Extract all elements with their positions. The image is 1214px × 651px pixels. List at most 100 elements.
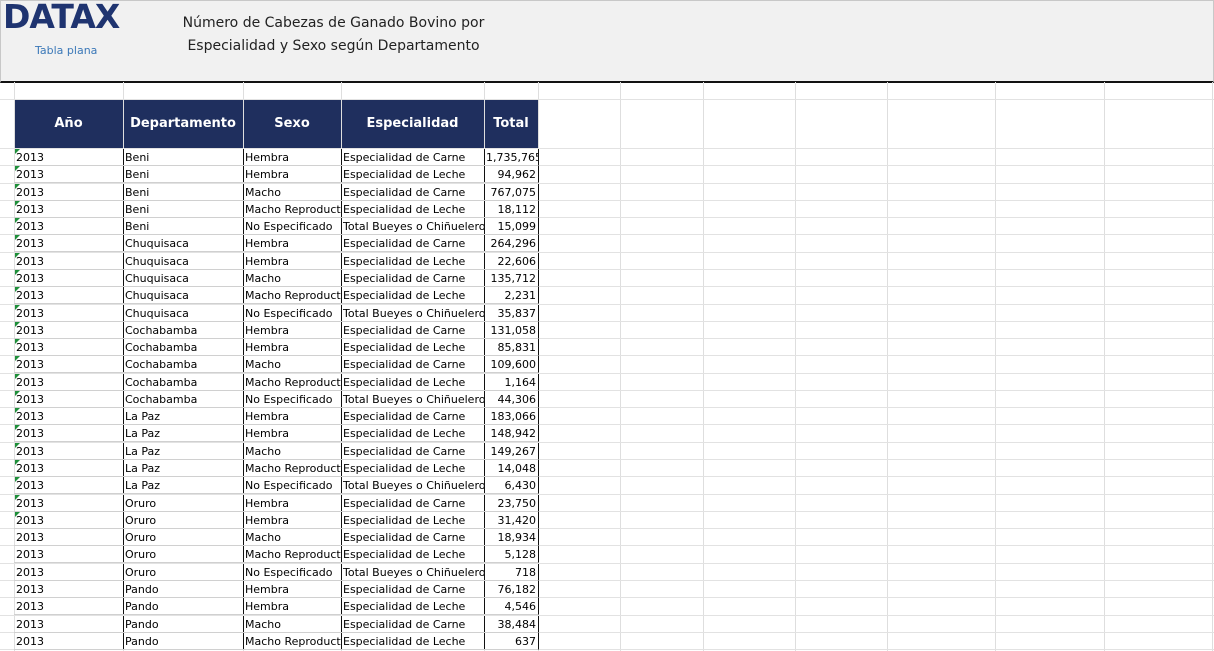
table-cell[interactable]: 1,164 bbox=[484, 373, 539, 391]
table-cell[interactable]: Hembra bbox=[243, 235, 342, 253]
table-cell[interactable]: Especialidad de Carne bbox=[341, 149, 485, 166]
table-cell[interactable]: 109,600 bbox=[484, 356, 539, 374]
table-cell[interactable]: Chuquisaca bbox=[123, 235, 244, 253]
table-cell[interactable]: Chuquisaca bbox=[123, 304, 244, 322]
table-cell[interactable]: Total Bueyes o Chiñueleros bbox=[341, 390, 485, 408]
table-cell[interactable]: Cochabamba bbox=[123, 356, 244, 374]
table-cell[interactable]: Especialidad de Carne bbox=[341, 235, 485, 253]
table-cell[interactable]: 2013 bbox=[14, 615, 124, 633]
table-cell[interactable]: Especialidad de Leche bbox=[341, 425, 485, 443]
table-cell[interactable]: 131,058 bbox=[484, 321, 539, 339]
table-cell[interactable]: 2013 bbox=[14, 269, 124, 287]
table-cell[interactable]: Beni bbox=[123, 183, 244, 201]
table-cell[interactable]: 4,546 bbox=[484, 598, 539, 616]
table-cell[interactable]: 2013 bbox=[14, 494, 124, 512]
table-cell[interactable]: 2013 bbox=[14, 563, 124, 581]
table-cell[interactable]: Hembra bbox=[243, 149, 342, 166]
table-cell[interactable]: Especialidad de Leche bbox=[341, 598, 485, 616]
table-cell[interactable]: Especialidad de Carne bbox=[341, 321, 485, 339]
table-cell[interactable]: Macho Reproductor bbox=[243, 460, 342, 478]
table-cell[interactable]: Chuquisaca bbox=[123, 287, 244, 305]
table-cell[interactable]: Especialidad de Leche bbox=[341, 166, 485, 184]
table-cell[interactable]: 2013 bbox=[14, 287, 124, 305]
table-cell[interactable]: Chuquisaca bbox=[123, 269, 244, 287]
table-cell[interactable]: 2013 bbox=[14, 356, 124, 374]
table-cell[interactable]: 183,066 bbox=[484, 408, 539, 426]
table-cell[interactable]: 2013 bbox=[14, 252, 124, 270]
table-cell[interactable]: Cochabamba bbox=[123, 390, 244, 408]
table-cell[interactable]: 2013 bbox=[14, 460, 124, 478]
table-cell[interactable]: Hembra bbox=[243, 494, 342, 512]
table-cell[interactable]: Hembra bbox=[243, 425, 342, 443]
table-cell[interactable]: 14,048 bbox=[484, 460, 539, 478]
table-cell[interactable]: Macho bbox=[243, 183, 342, 201]
table-cell[interactable]: La Paz bbox=[123, 460, 244, 478]
table-cell[interactable]: 767,075 bbox=[484, 183, 539, 201]
table-cell[interactable]: 35,837 bbox=[484, 304, 539, 322]
column-header[interactable]: Especialidad bbox=[366, 116, 459, 131]
table-cell[interactable]: Oruro bbox=[123, 511, 244, 529]
table-cell[interactable]: No Especificado bbox=[243, 563, 342, 581]
table-cell[interactable]: 2013 bbox=[14, 200, 124, 218]
table-cell[interactable]: 18,934 bbox=[484, 529, 539, 547]
table-cell[interactable]: Hembra bbox=[243, 511, 342, 529]
table-cell[interactable]: Beni bbox=[123, 149, 244, 166]
table-cell[interactable]: 637 bbox=[484, 632, 539, 650]
table-cell[interactable]: Especialidad de Leche bbox=[341, 252, 485, 270]
table-cell[interactable]: 76,182 bbox=[484, 581, 539, 598]
table-cell[interactable]: Especialidad de Carne bbox=[341, 442, 485, 460]
table-cell[interactable]: Especialidad de Leche bbox=[341, 287, 485, 305]
table-cell[interactable]: 85,831 bbox=[484, 339, 539, 357]
table-cell[interactable]: Hembra bbox=[243, 581, 342, 598]
table-cell[interactable]: Hembra bbox=[243, 166, 342, 184]
table-cell[interactable]: Macho Reproductor bbox=[243, 200, 342, 218]
table-cell[interactable]: 2013 bbox=[14, 529, 124, 547]
table-cell[interactable]: Especialidad de Carne bbox=[341, 615, 485, 633]
table-cell[interactable]: 2013 bbox=[14, 339, 124, 357]
table-cell[interactable]: Hembra bbox=[243, 598, 342, 616]
table-cell[interactable]: 2013 bbox=[14, 511, 124, 529]
table-cell[interactable]: 148,942 bbox=[484, 425, 539, 443]
table-cell[interactable]: Especialidad de Leche bbox=[341, 200, 485, 218]
table-cell[interactable]: 23,750 bbox=[484, 494, 539, 512]
table-cell[interactable]: Oruro bbox=[123, 529, 244, 547]
table-cell[interactable]: Macho Reproductor bbox=[243, 373, 342, 391]
table-cell[interactable]: Macho bbox=[243, 442, 342, 460]
table-cell[interactable]: Especialidad de Leche bbox=[341, 460, 485, 478]
table-cell[interactable]: 18,112 bbox=[484, 200, 539, 218]
table-cell[interactable]: 149,267 bbox=[484, 442, 539, 460]
table-cell[interactable]: Especialidad de Carne bbox=[341, 529, 485, 547]
table-cell[interactable]: Especialidad de Carne bbox=[341, 581, 485, 598]
column-header[interactable]: Departamento bbox=[130, 116, 236, 131]
table-cell[interactable]: 135,712 bbox=[484, 269, 539, 287]
table-cell[interactable]: Especialidad de Leche bbox=[341, 373, 485, 391]
table-cell[interactable]: Pando bbox=[123, 632, 244, 650]
table-cell[interactable]: Total Bueyes o Chiñueleros bbox=[341, 304, 485, 322]
table-cell[interactable]: 2013 bbox=[14, 149, 124, 166]
table-cell[interactable]: Hembra bbox=[243, 408, 342, 426]
table-cell[interactable]: Macho Reproductor bbox=[243, 287, 342, 305]
table-cell[interactable]: 2013 bbox=[14, 304, 124, 322]
table-cell[interactable]: Cochabamba bbox=[123, 373, 244, 391]
table-cell[interactable]: Hembra bbox=[243, 252, 342, 270]
table-cell[interactable]: Especialidad de Carne bbox=[341, 408, 485, 426]
table-cell[interactable]: Especialidad de Leche bbox=[341, 632, 485, 650]
table-cell[interactable]: Oruro bbox=[123, 563, 244, 581]
table-cell[interactable]: Pando bbox=[123, 581, 244, 598]
table-cell[interactable]: La Paz bbox=[123, 408, 244, 426]
table-cell[interactable]: Total Bueyes o Chiñueleros bbox=[341, 563, 485, 581]
table-cell[interactable]: Total Bueyes o Chiñueleros bbox=[341, 477, 485, 495]
table-cell[interactable]: Hembra bbox=[243, 321, 342, 339]
table-cell[interactable]: La Paz bbox=[123, 425, 244, 443]
table-cell[interactable]: 31,420 bbox=[484, 511, 539, 529]
table-cell[interactable]: Especialidad de Leche bbox=[341, 511, 485, 529]
table-cell[interactable]: 2013 bbox=[14, 235, 124, 253]
table-cell[interactable]: Pando bbox=[123, 598, 244, 616]
table-cell[interactable]: Especialidad de Carne bbox=[341, 183, 485, 201]
table-cell[interactable]: Macho Reproductor bbox=[243, 546, 342, 564]
table-cell[interactable]: 44,306 bbox=[484, 390, 539, 408]
table-cell[interactable]: 1,735,765 bbox=[484, 149, 539, 166]
table-cell[interactable]: Especialidad de Carne bbox=[341, 356, 485, 374]
table-cell[interactable]: Macho Reproductor bbox=[243, 632, 342, 650]
table-cell[interactable]: Macho bbox=[243, 356, 342, 374]
